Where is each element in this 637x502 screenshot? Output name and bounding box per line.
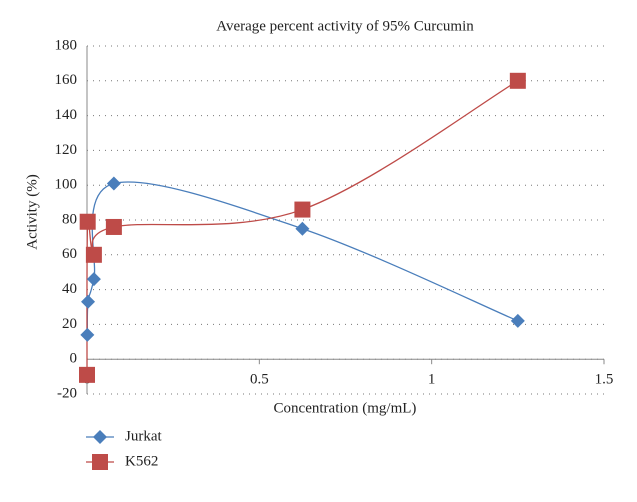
y-tick-label: 20 bbox=[62, 316, 77, 332]
marker bbox=[92, 454, 108, 470]
x-tick-label: 1.5 bbox=[595, 372, 614, 388]
marker bbox=[80, 327, 95, 342]
chart-title: Average percent activity of 95% Curcumin bbox=[216, 18, 474, 34]
y-tick-label: 80 bbox=[62, 211, 77, 227]
y-tick-label: 140 bbox=[55, 107, 78, 123]
marker bbox=[509, 72, 526, 89]
marker bbox=[81, 294, 96, 309]
legend-label: K562 bbox=[125, 453, 158, 469]
marker bbox=[86, 272, 101, 287]
x-tick-label: 0.5 bbox=[250, 372, 269, 388]
y-tick-label: 160 bbox=[55, 72, 78, 88]
marker bbox=[79, 366, 95, 383]
legend-label: Jurkat bbox=[125, 428, 162, 444]
marker bbox=[105, 218, 122, 235]
y-tick-label: -20 bbox=[57, 385, 77, 401]
marker bbox=[85, 246, 102, 263]
y-tick-label: 0 bbox=[70, 351, 78, 367]
x-axis-label: Concentration (mg/mL) bbox=[274, 400, 417, 416]
marker bbox=[106, 176, 121, 191]
marker bbox=[294, 201, 311, 218]
y-tick-label: 180 bbox=[55, 37, 78, 53]
marker bbox=[295, 221, 310, 236]
marker bbox=[510, 313, 525, 328]
y-tick-label: 100 bbox=[55, 177, 78, 193]
marker bbox=[93, 430, 107, 444]
y-axis-label: Activity (%) bbox=[24, 174, 40, 249]
x-tick-label: 1 bbox=[428, 372, 436, 388]
y-tick-label: 60 bbox=[62, 246, 77, 262]
y-tick-label: 40 bbox=[62, 281, 77, 297]
y-tick-label: 120 bbox=[55, 142, 78, 158]
marker bbox=[79, 213, 96, 230]
